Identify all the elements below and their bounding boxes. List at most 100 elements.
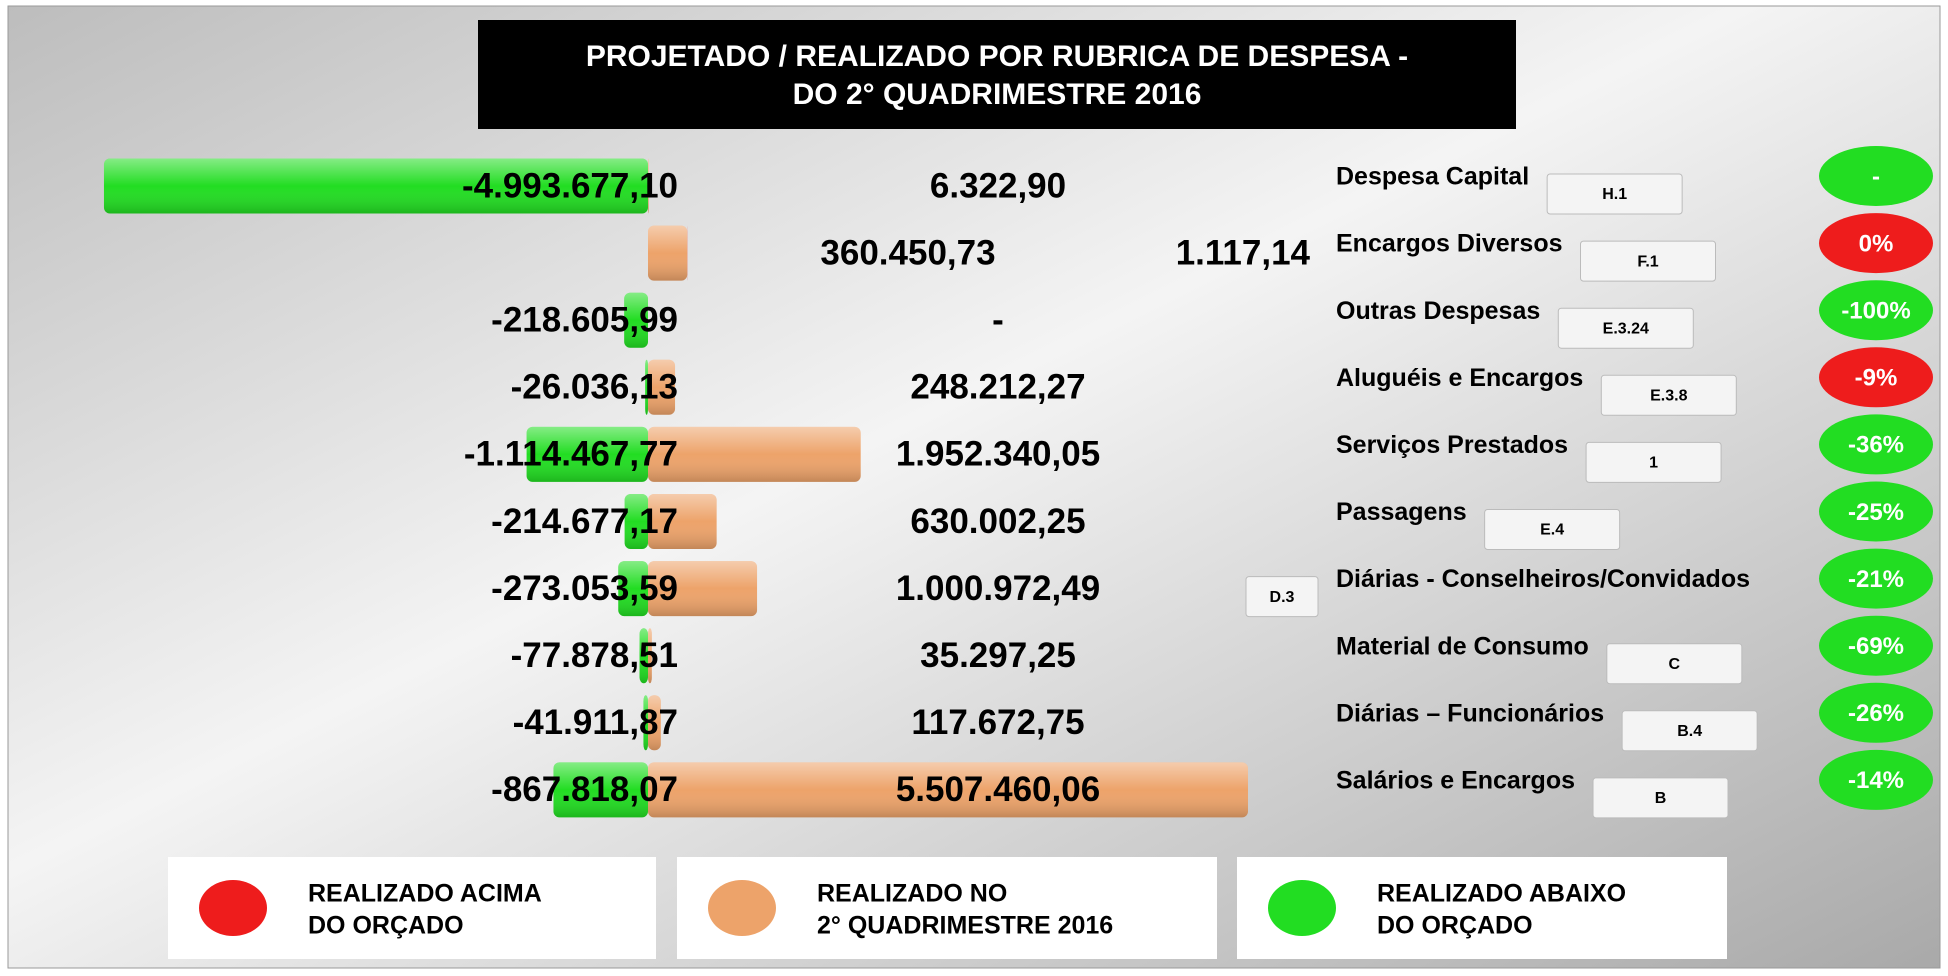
data-label: 630.002,25 <box>910 502 1085 541</box>
code-label: H.1 <box>1602 186 1627 203</box>
percent-badge <box>1819 146 1933 206</box>
percent-badge <box>1819 548 1933 609</box>
code-box <box>1606 643 1743 685</box>
data-label: 360.450,73 <box>820 233 995 272</box>
bar-shine <box>618 561 648 617</box>
code-box <box>1484 509 1621 550</box>
code-label: C <box>1669 656 1681 673</box>
percent-badge <box>1819 280 1933 341</box>
legend-swatch <box>708 880 776 936</box>
bar-shine <box>645 359 648 415</box>
percent-badge <box>1819 414 1933 475</box>
legend-swatch <box>1268 880 1336 936</box>
code-box <box>1580 240 1716 282</box>
percent-label: -9% <box>1855 365 1898 392</box>
code-label: E.3.8 <box>1650 388 1687 405</box>
percent-label: -36% <box>1848 432 1904 459</box>
legend-swatch <box>199 880 267 936</box>
bar-shine <box>526 426 648 482</box>
percent-label: -14% <box>1848 767 1904 794</box>
bar-shine <box>648 359 676 415</box>
legend-label: REALIZADO ACIMA <box>308 880 542 908</box>
code-label: E.4 <box>1540 522 1564 539</box>
legend-label: DO ORÇADO <box>1377 912 1533 940</box>
code-box <box>1557 307 1694 349</box>
bar-shine <box>648 158 649 214</box>
percent-label: - <box>1872 163 1880 190</box>
percent-badge <box>1819 213 1933 274</box>
bar-shine <box>639 628 648 684</box>
code-box <box>1585 441 1722 483</box>
category-label: Serviços Prestados <box>1336 431 1568 459</box>
background <box>7 5 1941 969</box>
percent-label: 0% <box>1859 230 1894 257</box>
category-label: Diárias - Conselheiros/Convidados <box>1336 565 1750 593</box>
bar-shine <box>648 561 758 617</box>
data-label: -867.818,07 <box>491 770 678 809</box>
percent-badge <box>1819 481 1933 542</box>
percent-label: -26% <box>1848 700 1904 727</box>
code-label: D.3 <box>1270 589 1295 606</box>
data-label: 5.507.460,06 <box>896 770 1100 809</box>
bar-shine <box>624 292 648 348</box>
bar-shine <box>103 158 648 214</box>
data-label: -77.878,51 <box>511 636 678 675</box>
bar-shine <box>648 762 1248 818</box>
code-label: 1 <box>1649 455 1658 472</box>
bar-shine <box>648 628 652 684</box>
percent-label: -25% <box>1848 499 1904 526</box>
data-label: 1.000.972,49 <box>896 569 1100 608</box>
data-label: -214.677,17 <box>491 502 678 541</box>
percent-badge <box>1819 749 1933 810</box>
code-label: E.3.24 <box>1603 320 1649 337</box>
legend-label: REALIZADO ABAIXO <box>1377 880 1626 908</box>
percent-label: -100% <box>1841 298 1910 325</box>
title-box <box>478 20 1516 129</box>
data-label: 6.322,90 <box>930 166 1066 205</box>
data-label: -26.036,13 <box>511 368 678 407</box>
percent-badge <box>1819 682 1933 743</box>
data-label: -41.911,87 <box>513 703 678 742</box>
chart-title: DO 2° QUADRIMESTRE 2016 <box>793 78 1202 111</box>
code-label: B <box>1655 790 1667 807</box>
legend-label: REALIZADO NO <box>817 880 1007 908</box>
data-label: 117.672,75 <box>911 703 1084 742</box>
data-label: -218.605,99 <box>491 300 678 339</box>
data-label: 1.952.340,05 <box>896 435 1100 474</box>
category-label: Aluguéis e Encargos <box>1336 364 1583 392</box>
data-label: - <box>992 300 1004 339</box>
bar-shine <box>648 225 688 281</box>
category-label: Despesa Capital <box>1336 163 1529 191</box>
legend-label: DO ORÇADO <box>308 912 464 940</box>
category-label: Passagens <box>1336 498 1467 526</box>
data-label: -4.993.677,10 <box>462 166 678 205</box>
code-box <box>1592 777 1729 819</box>
code-box <box>1600 374 1737 416</box>
category-label: Encargos Diversos <box>1336 230 1563 258</box>
data-label: 35.297,25 <box>920 636 1076 675</box>
data-label: -273.053,59 <box>491 569 678 608</box>
bar-shine <box>648 695 661 751</box>
data-label: 1.117,14 <box>1176 233 1311 272</box>
code-label: B.4 <box>1677 723 1702 740</box>
code-label: F.1 <box>1637 253 1658 270</box>
code-box <box>1245 576 1319 618</box>
chart-title: PROJETADO / REALIZADO POR RUBRICA DE DES… <box>586 40 1408 73</box>
bar-shine <box>648 426 861 482</box>
percent-badge <box>1819 347 1933 408</box>
code-box <box>1546 173 1683 215</box>
category-label: Diárias – Funcionários <box>1336 699 1604 727</box>
percent-label: -21% <box>1848 566 1904 593</box>
bar-shine <box>648 494 717 549</box>
percent-badge <box>1819 615 1933 676</box>
data-label: -1.114.467,77 <box>464 435 678 474</box>
legend-label: 2° QUADRIMESTRE 2016 <box>817 912 1113 940</box>
bar-shine <box>624 494 648 549</box>
code-box <box>1621 710 1758 752</box>
bar-shine <box>553 762 648 818</box>
bar-shine <box>643 695 648 751</box>
percent-label: -69% <box>1848 633 1904 660</box>
category-label: Material de Consumo <box>1336 632 1589 660</box>
data-label: 248.212,27 <box>910 368 1085 407</box>
